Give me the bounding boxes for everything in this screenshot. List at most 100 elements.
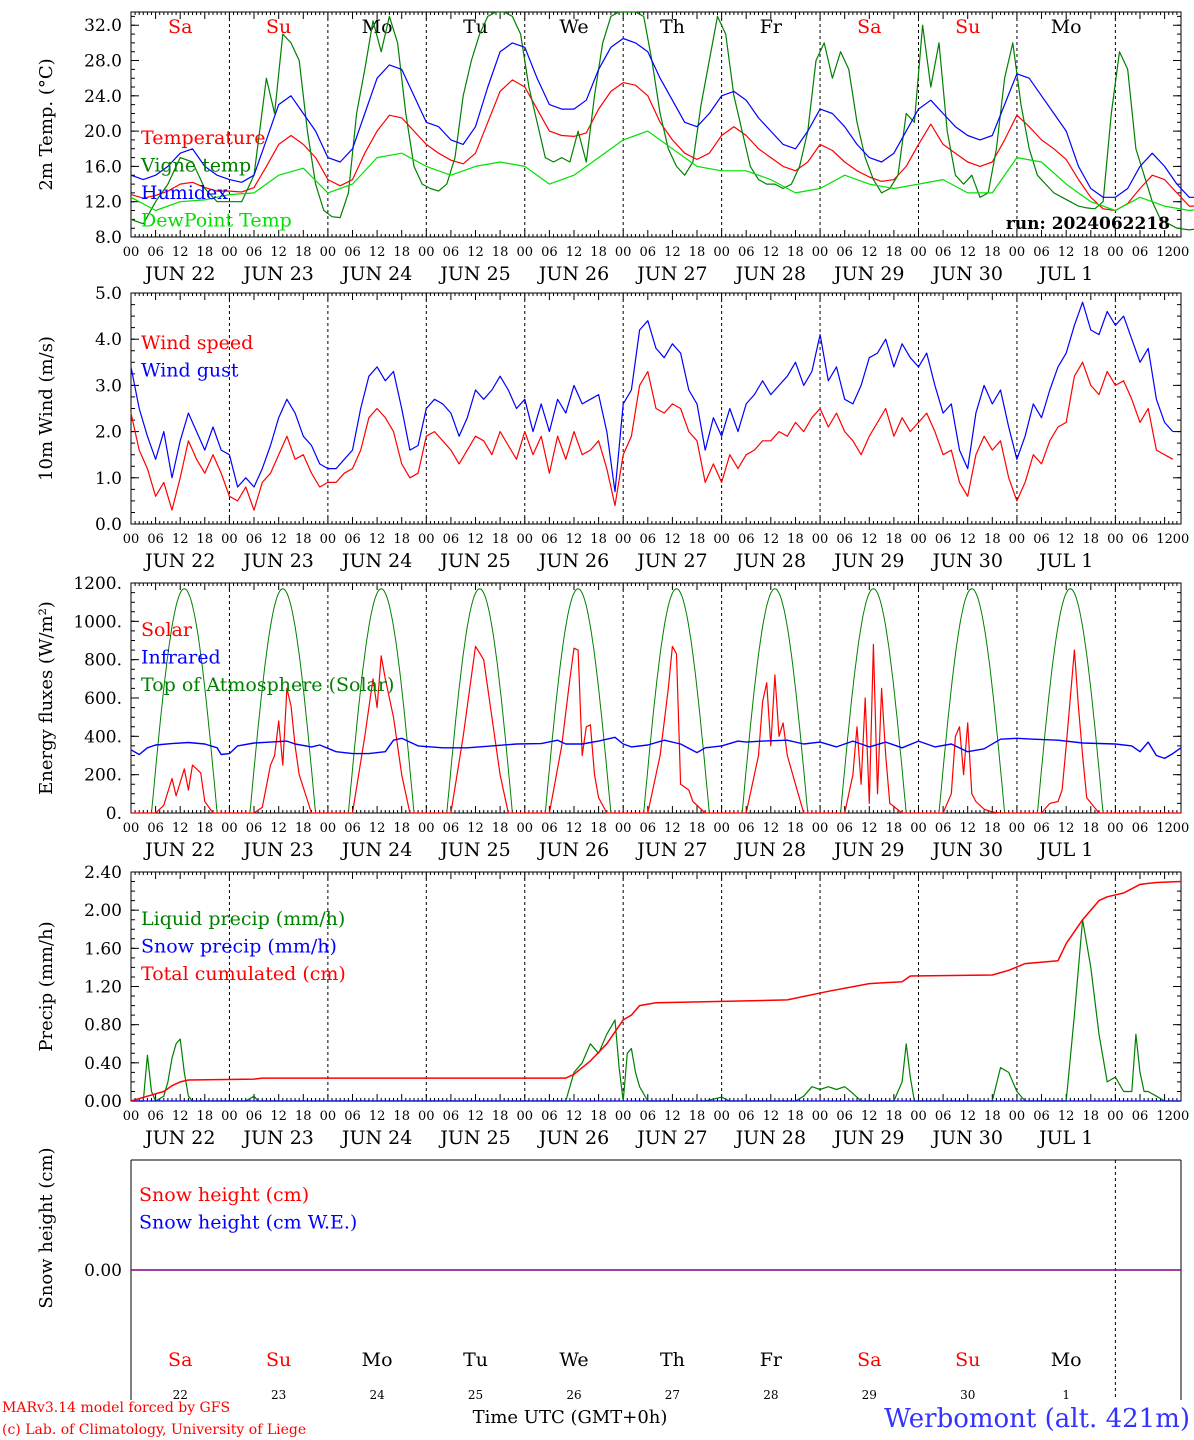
- y-tick-label: 32.0: [84, 16, 122, 36]
- hour-tick-label: 18: [393, 1109, 410, 1124]
- hour-tick-label: 06: [147, 245, 164, 260]
- hour-tick-label: 06: [738, 1109, 755, 1124]
- day-number-label: 23: [271, 1388, 286, 1402]
- hour-tick-label: 06: [1132, 245, 1149, 260]
- hour-tick-label: 12: [172, 821, 189, 836]
- hour-tick-label: 06: [640, 532, 657, 547]
- y-tick-label: 0.80: [84, 1016, 122, 1036]
- date-label: JUL 1: [1037, 1127, 1093, 1149]
- y-axis-label: Precip (mm/h): [36, 921, 57, 1051]
- y-tick-label: 0.00: [84, 1261, 122, 1281]
- hour-tick-label: 06: [836, 532, 853, 547]
- hour-tick-label: 12: [566, 532, 583, 547]
- y-tick-label: 3.0: [95, 376, 122, 396]
- y-axis-label: 2m Temp. (°C): [36, 58, 57, 190]
- hour-tick-label: 12: [763, 821, 780, 836]
- hour-tick-label: 06: [1033, 1109, 1050, 1124]
- hour-tick-label: 00: [1107, 532, 1124, 547]
- hour-tick-label: 00: [713, 245, 730, 260]
- hour-tick-label: 00: [418, 821, 435, 836]
- hour-tick-label: 12: [172, 532, 189, 547]
- y-tick-label: 200.: [84, 766, 122, 786]
- hour-tick-label: 06: [738, 532, 755, 547]
- hour-tick-label: 18: [886, 821, 903, 836]
- y-tick-label: 2.40: [84, 863, 122, 883]
- y-tick-label: 1.0: [95, 469, 122, 489]
- hour-tick-label: 18: [984, 532, 1001, 547]
- hour-tick-label: 18: [886, 532, 903, 547]
- y-tick-label: 0.40: [84, 1054, 122, 1074]
- hour-tick-label: 00: [1173, 532, 1190, 547]
- hour-tick-label: 12: [861, 532, 878, 547]
- series-line-toa: [1036, 588, 1104, 814]
- date-label: JUN 28: [734, 1127, 806, 1149]
- legend-entry: Snow height (cm): [139, 1184, 309, 1206]
- date-label: JUL 1: [1037, 550, 1093, 572]
- hour-tick-label: 12: [664, 532, 681, 547]
- hour-tick-label: 06: [935, 532, 952, 547]
- plot-frame: [130, 582, 1182, 814]
- hour-tick-label: 00: [1009, 1109, 1026, 1124]
- panel-2: 00 06 12 18 00 06 12 18 00 06 12 18 00 06 12 18 00 06 12 18…: [36, 284, 1189, 572]
- day-number-label: 22: [173, 1388, 188, 1402]
- date-label: JUN 22: [143, 1127, 215, 1149]
- hour-tick-label: 06: [738, 245, 755, 260]
- weekday-label: Mo: [362, 1349, 393, 1371]
- panel-3: 00 06 12 18 00 06 12 18 00 06 12 18 00 06 12 18 00 06 12 18…: [36, 574, 1189, 861]
- date-label: JUN 29: [832, 550, 904, 572]
- hour-tick-label: 18: [787, 532, 804, 547]
- weekday-label: Tu: [463, 1349, 488, 1371]
- hour-tick-label: 06: [1033, 245, 1050, 260]
- hour-tick-label: 06: [147, 532, 164, 547]
- hour-tick-label: 18: [197, 245, 214, 260]
- y-tick-label: 28.0: [84, 52, 122, 72]
- day-number-label: 25: [468, 1388, 483, 1402]
- hour-tick-label: 06: [640, 245, 657, 260]
- hour-tick-label: 18: [492, 245, 509, 260]
- hour-tick-label: 12: [1156, 532, 1173, 547]
- hour-tick-label: 06: [147, 821, 164, 836]
- hour-tick-label: 00: [123, 532, 140, 547]
- hour-tick-label: 00: [713, 532, 730, 547]
- series-line-toa: [544, 588, 612, 814]
- hour-tick-label: 12: [861, 1109, 878, 1124]
- hour-tick-label: 00: [812, 245, 829, 260]
- date-label: JUN 22: [143, 263, 215, 285]
- date-label: JUN 29: [832, 263, 904, 285]
- y-tick-label: 24.0: [84, 87, 122, 107]
- hour-tick-label: 00: [615, 1109, 632, 1124]
- hour-tick-label: 18: [393, 821, 410, 836]
- panel-4: 00 06 12 18 00 06 12 18 00 06 12 18 00 06 12 18 00 06 12 18…: [36, 863, 1189, 1149]
- hour-tick-label: 06: [541, 1109, 558, 1124]
- hour-tick-label: 06: [1033, 821, 1050, 836]
- hour-tick-label: 12: [270, 245, 287, 260]
- x-tick-marks: [130, 583, 1182, 813]
- hour-tick-label: 12: [467, 1109, 484, 1124]
- day-number-label: 1: [1062, 1388, 1070, 1402]
- hour-tick-label: 06: [443, 532, 460, 547]
- hour-tick-label: 12: [467, 532, 484, 547]
- date-label: JUN 23: [241, 263, 313, 285]
- hour-tick-label: 18: [295, 821, 312, 836]
- day-number-label: 24: [369, 1388, 385, 1402]
- weekday-label: Su: [266, 16, 291, 38]
- day-number-label: 29: [862, 1388, 877, 1402]
- y-tick-label: 1.20: [84, 978, 122, 998]
- legend-entry: Infrared: [141, 647, 221, 669]
- hour-tick-label: 00: [1173, 245, 1190, 260]
- y-tick-label: 4.0: [95, 330, 122, 350]
- hour-tick-label: 00: [418, 1109, 435, 1124]
- hour-tick-label: 00: [221, 1109, 238, 1124]
- y-tick-label: 0.0: [95, 515, 122, 535]
- hour-tick-label: 18: [393, 532, 410, 547]
- hour-tick-label: 06: [246, 1109, 263, 1124]
- hour-tick-label: 12: [369, 821, 386, 836]
- hour-tick-label: 06: [147, 1109, 164, 1124]
- day-number-label: 26: [566, 1388, 581, 1402]
- hour-tick-label: 12: [467, 821, 484, 836]
- weekday-label: Mo: [1051, 16, 1082, 38]
- date-label: JUN 25: [438, 550, 510, 572]
- legend-entry: Liquid precip (mm/h): [141, 908, 345, 930]
- date-label: JUN 25: [438, 263, 510, 285]
- hour-tick-label: 06: [443, 245, 460, 260]
